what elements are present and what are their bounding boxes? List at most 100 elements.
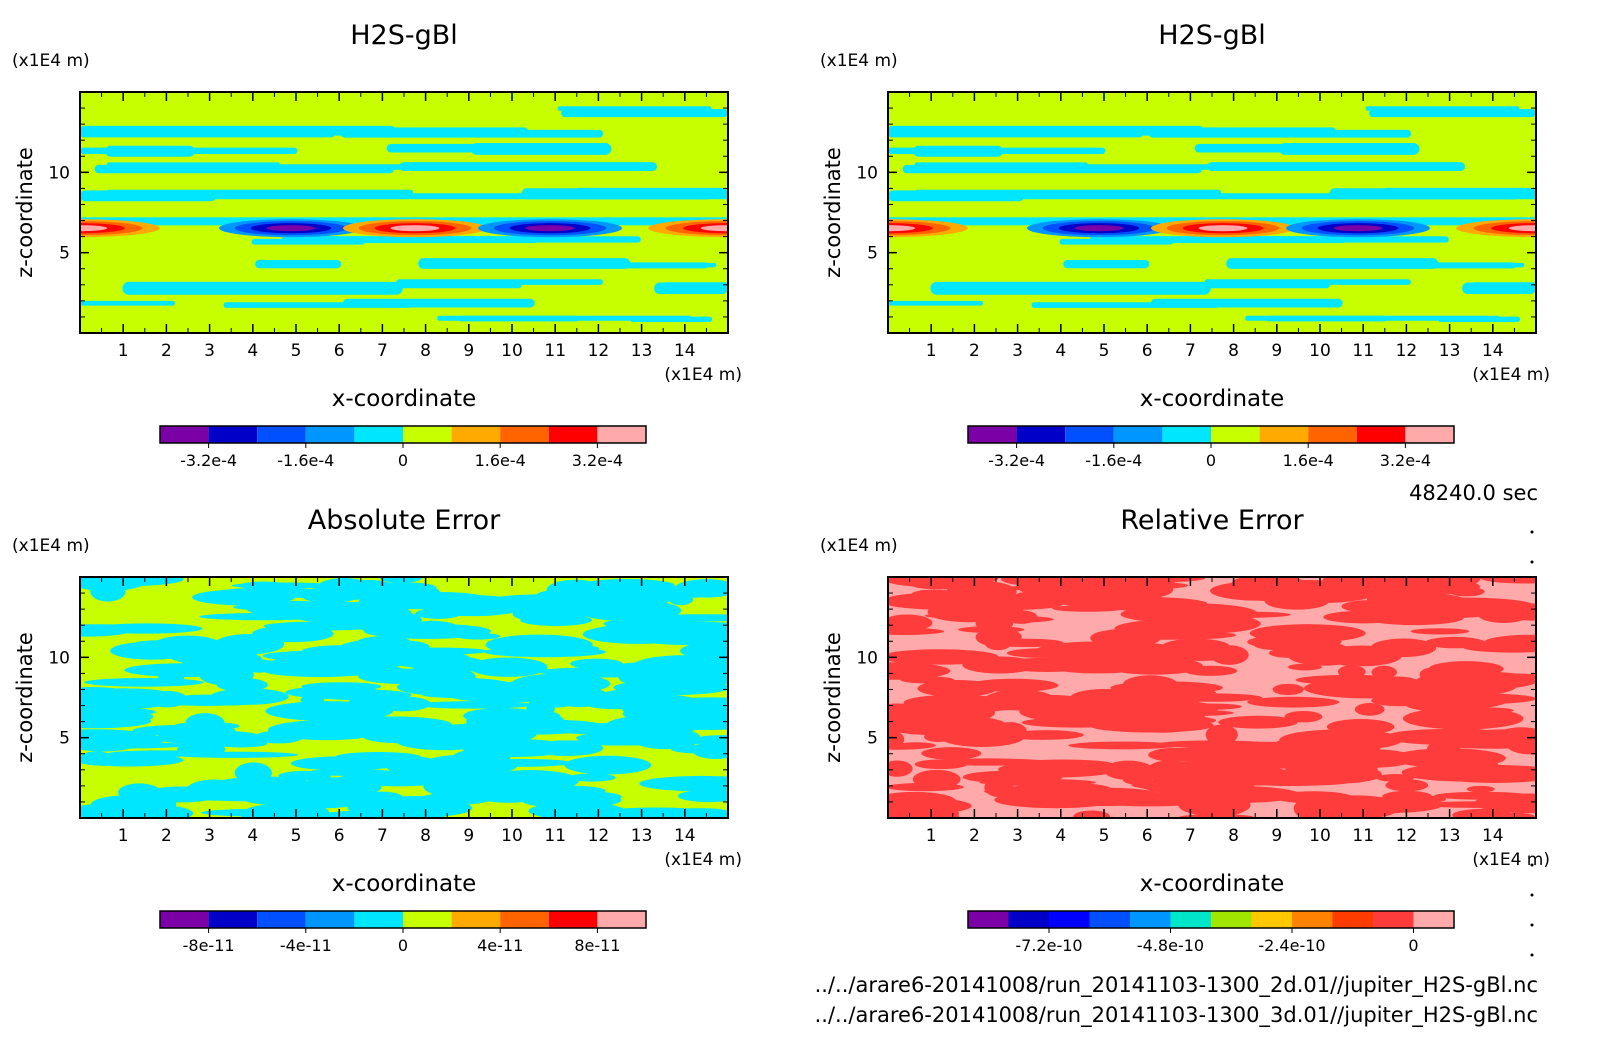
colorbar-tick-label: 3.2e-4: [572, 451, 623, 470]
contour-patch: [1044, 787, 1166, 806]
contour-band: [80, 300, 176, 306]
contour-patch: [239, 581, 288, 590]
colorbar-swatch: [1162, 426, 1211, 443]
y-tick-label: 10: [48, 163, 70, 183]
x-tick-label: 14: [674, 826, 696, 846]
x-tick-label: 3: [204, 341, 215, 361]
contour-patch: [443, 684, 568, 703]
time-label: 48240.0 sec: [1409, 481, 1538, 505]
y-tick-label: 5: [867, 729, 878, 749]
x-tick-label: 7: [1185, 341, 1196, 361]
contour-patch: [1243, 585, 1374, 604]
colorbar-tick-label: -3.2e-4: [988, 451, 1045, 470]
colorbar-swatch: [160, 911, 209, 928]
colorbar-tick-label: 0: [1408, 936, 1418, 955]
contour-patch: [80, 736, 165, 746]
x-tick-label: 10: [1309, 826, 1331, 846]
contour-patch: [1287, 645, 1360, 666]
contour-band: [1369, 109, 1536, 118]
x-tick-label: 12: [588, 341, 610, 361]
colorbar: -8e-11 -4e-11 0 4e-11 8e-11: [159, 910, 647, 955]
contour-patch: [413, 701, 535, 709]
contour-patch: [1354, 681, 1454, 699]
contour-patch: [466, 710, 565, 732]
contour-patch: [396, 733, 492, 751]
x-tick-label: 13: [631, 341, 653, 361]
colorbar-tick-label: -3.2e-4: [180, 451, 237, 470]
dot-mark: [1530, 923, 1534, 927]
x-tick-label: 4: [247, 826, 258, 846]
x-axis-label: x-coordinate: [332, 386, 477, 412]
contour-patch: [484, 646, 606, 658]
contour-blob: [266, 225, 316, 232]
contour-patch: [1103, 760, 1154, 780]
contour-band: [255, 260, 342, 269]
contour-patch: [80, 751, 114, 766]
file-path-1: ../../arare6-20141008/run_20141103-1300_…: [815, 973, 1538, 998]
x-tick-label: 13: [631, 826, 653, 846]
y-unit-label: (x1E4 m): [820, 536, 898, 556]
contour-patch: [379, 577, 423, 583]
contour-patch: [671, 745, 728, 754]
contour-patch: [278, 770, 332, 781]
contour-band: [930, 281, 1211, 295]
colorbar-tick-label: -2.4e-10: [1258, 936, 1325, 955]
contour-patch: [888, 627, 945, 635]
contour-band: [251, 238, 365, 245]
contour-blobs: [888, 219, 1536, 238]
colorbar-swatch: [548, 911, 598, 928]
contour-band: [342, 298, 535, 308]
colorbar-tick-label: -4e-11: [280, 936, 332, 955]
contour-band: [888, 147, 1106, 154]
contour-patch: [1247, 696, 1340, 708]
contour-patch: [1198, 743, 1274, 760]
colorbar-tick-label: -8e-11: [183, 936, 235, 955]
contour-blob: [700, 225, 728, 232]
x-tick-label: 12: [1396, 826, 1418, 846]
colorbar-swatch: [1211, 911, 1252, 928]
x-tick-label: 1: [118, 826, 129, 846]
colorbar-tick-label: -1.6e-4: [277, 451, 334, 470]
colorbar-swatch: [500, 911, 549, 928]
contour-patch: [888, 614, 933, 632]
contour-patch: [244, 659, 274, 673]
x-tick-label: 11: [1352, 341, 1374, 361]
contour-patch: [1322, 736, 1382, 756]
x-tick-label: 5: [1099, 826, 1110, 846]
contour-patch: [888, 760, 913, 777]
contour-band: [1204, 279, 1411, 285]
colorbar-swatch: [597, 911, 646, 928]
contour-patch: [979, 778, 1096, 786]
contour-patch: [1433, 791, 1531, 800]
contour-patch: [1370, 638, 1437, 658]
x-tick-label: 10: [501, 826, 523, 846]
x-tick-label: 7: [377, 341, 388, 361]
x-tick-label: 2: [969, 341, 980, 361]
contour-band: [470, 142, 612, 155]
colorbar-tick-label: 0: [1206, 451, 1216, 470]
x-tick-label: 5: [291, 341, 302, 361]
contour-patch: [80, 710, 154, 724]
contour-patch: [1288, 663, 1322, 671]
y-tick-label: 10: [856, 163, 878, 183]
x-tick-label: 5: [1099, 341, 1110, 361]
contour-band: [1207, 162, 1465, 172]
contour-patch: [1068, 741, 1179, 750]
contour-patch: [1428, 661, 1504, 677]
colorbar-tick-label: 3.2e-4: [1380, 451, 1431, 470]
x-unit-label: (x1E4 m): [1472, 365, 1550, 385]
contour-blob: [390, 225, 440, 232]
contour-patch: [562, 587, 696, 596]
contour-patch: [141, 786, 222, 803]
colorbar-swatch: [548, 426, 598, 443]
contour-patch: [677, 789, 728, 803]
contour-patch: [243, 792, 323, 806]
y-tick-label: 5: [59, 729, 70, 749]
colorbar-swatch: [968, 911, 1009, 928]
contour-band: [94, 164, 395, 174]
contour-band: [80, 125, 396, 134]
contour-patch: [1205, 724, 1238, 745]
contour-patch: [421, 600, 485, 612]
contour-patch: [529, 740, 604, 757]
x-tick-label: 1: [926, 341, 937, 361]
